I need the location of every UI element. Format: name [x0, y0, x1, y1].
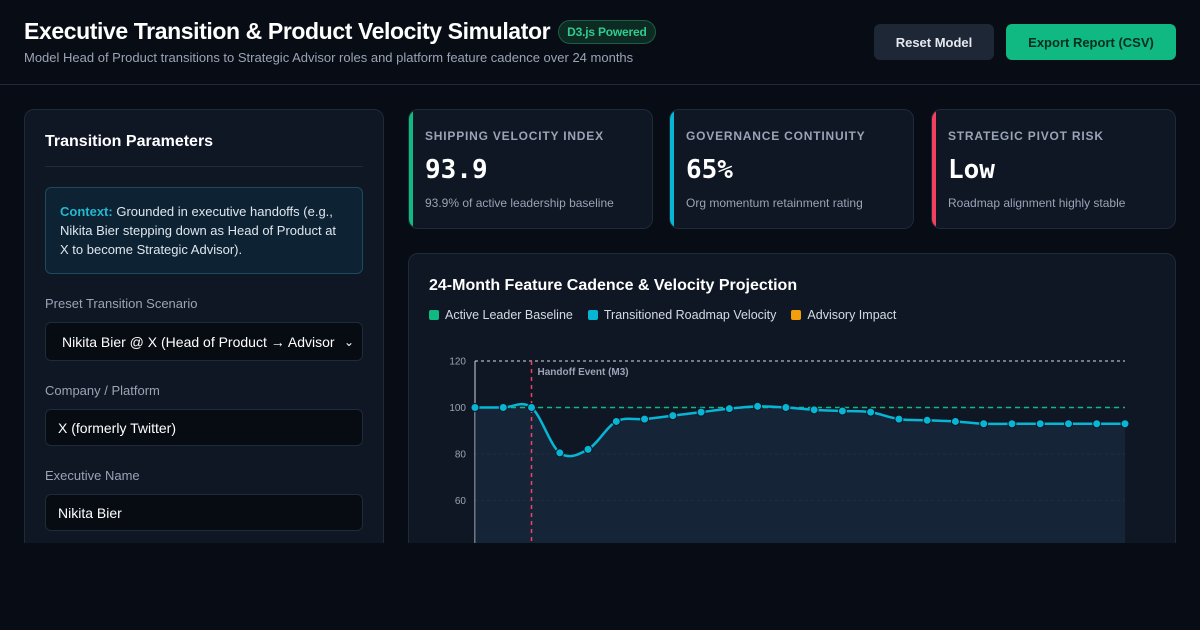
data-point [894, 414, 904, 424]
company-label: Company / Platform [45, 383, 160, 398]
legend-item-transitioned: Transitioned Roadmap Velocity [587, 308, 777, 322]
data-point [527, 403, 537, 412]
data-point [753, 401, 763, 411]
kpi-value: 65% [686, 155, 733, 185]
data-point [1035, 419, 1045, 429]
scenario-label: Preset Transition Scenario [45, 296, 198, 311]
legend-swatch [791, 310, 802, 320]
data-point [950, 416, 960, 426]
y-tick-label: 100 [449, 403, 466, 414]
data-point [640, 414, 650, 424]
title-row: Executive Transition & Product Velocity … [24, 18, 656, 45]
legend-item-baseline: Active Leader Baseline [429, 308, 573, 322]
legend-label: Active Leader Baseline [445, 308, 573, 322]
kpi-value: Low [948, 155, 995, 185]
page-footer-area [0, 543, 1200, 630]
app-title: Executive Transition & Product Velocity … [24, 18, 551, 44]
kpi-value: 93.9 [425, 155, 488, 185]
data-point [724, 404, 734, 414]
scenario-select[interactable]: Nikita Bier @ X (Head of Product → Advis… [45, 322, 363, 361]
kpi-accent-bar [932, 110, 936, 228]
data-point [781, 403, 791, 412]
app-header: Executive Transition & Product Velocity … [0, 0, 1200, 85]
data-point [611, 416, 621, 426]
scenario-selected-value: Nikita Bier @ X (Head of Product → Advis… [62, 333, 335, 350]
executive-name-label: Executive Name [45, 468, 140, 483]
data-point [809, 405, 819, 415]
data-point [696, 407, 706, 417]
kpi-label: SHIPPING VELOCITY INDEX [425, 129, 604, 143]
data-point [555, 448, 565, 458]
data-point [837, 406, 847, 416]
y-tick-label: 120 [449, 357, 466, 368]
kpi-accent-bar [670, 110, 674, 228]
y-tick-label: 60 [455, 496, 467, 507]
kpi-label: GOVERNANCE CONTINUITY [686, 129, 866, 143]
data-point [668, 411, 678, 421]
legend-label: Transitioned Roadmap Velocity [603, 308, 777, 322]
data-point [1007, 419, 1017, 429]
transitioned-area [475, 404, 1125, 582]
velocity-chart: 120100806040Handoff Event (M3) [449, 357, 1130, 582]
chart-legend: Active Leader Baseline Transitioned Road… [429, 308, 911, 322]
kpi-shipping-velocity: SHIPPING VELOCITY INDEX 93.9 93.9% of ac… [408, 109, 653, 229]
chevron-down-icon: ⌄ [343, 334, 354, 349]
context-text: Grounded in executive handoffs (e.g., Ni… [60, 204, 337, 257]
kpi-description: 93.9% of active leadership baseline [425, 196, 614, 210]
velocity-projection-chart-card: 120100806040Handoff Event (M3) 24-Month … [408, 253, 1176, 583]
kpi-label: STRATEGIC PIVOT RISK [948, 129, 1104, 143]
legend-swatch [429, 310, 439, 320]
handoff-annotation: Handoff Event (M3) [538, 367, 629, 378]
panel-divider [45, 166, 363, 167]
transition-parameters-panel: Transition Parameters Context: Grounded … [24, 109, 384, 569]
kpi-accent-bar [409, 110, 413, 228]
data-point [498, 403, 508, 412]
panel-title: Transition Parameters [45, 133, 214, 150]
reset-model-button[interactable]: Reset Model [874, 24, 994, 60]
data-point [470, 403, 480, 412]
kpi-description: Roadmap alignment highly stable [948, 196, 1126, 210]
d3-powered-badge: D3.js Powered [558, 19, 656, 44]
data-point [922, 415, 932, 425]
kpi-governance-continuity: GOVERNANCE CONTINUITY 65% Org momentum r… [669, 109, 914, 229]
legend-swatch [587, 310, 598, 320]
legend-item-advisory: Advisory Impact [791, 308, 896, 322]
context-note: Context: Grounded in executive handoffs … [45, 187, 363, 274]
executive-name-input[interactable]: Nikita Bier [45, 494, 363, 531]
kpi-description: Org momentum retainment rating [686, 196, 863, 210]
context-label: Context: [60, 204, 113, 219]
data-point [583, 444, 593, 454]
export-report-button[interactable]: Export Report (CSV) [1006, 24, 1176, 60]
chart-title: 24-Month Feature Cadence & Velocity Proj… [429, 277, 798, 294]
legend-label: Advisory Impact [807, 308, 897, 322]
app-subtitle: Model Head of Product transitions to Str… [24, 50, 634, 65]
data-point [866, 407, 876, 417]
data-point [1092, 419, 1102, 429]
company-input[interactable]: X (formerly Twitter) [45, 409, 363, 446]
data-point [1120, 419, 1130, 429]
data-point [979, 419, 989, 429]
kpi-strategic-pivot-risk: STRATEGIC PIVOT RISK Low Roadmap alignme… [931, 109, 1176, 229]
y-tick-label: 80 [455, 450, 467, 461]
data-point [1063, 419, 1073, 429]
